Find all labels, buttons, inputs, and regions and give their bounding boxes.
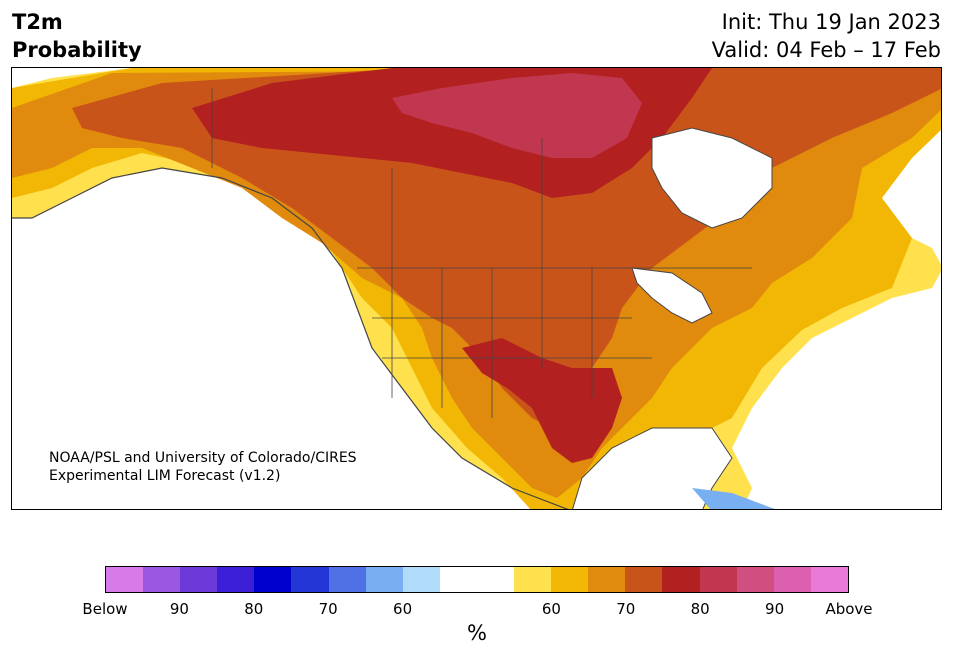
cuba-region xyxy=(692,488,776,509)
unit-label: % xyxy=(467,621,487,645)
probability-map xyxy=(12,68,941,509)
gulf-of-mexico xyxy=(572,427,733,509)
colorbar-segment xyxy=(180,567,218,592)
colorbar-tick-label: 70 xyxy=(616,600,636,618)
credit-line-2: Experimental LIM Forecast (v1.2) xyxy=(49,468,281,484)
colorbar-segment xyxy=(476,567,515,592)
colorbar-segment xyxy=(699,567,737,592)
colorbar-segment xyxy=(328,567,366,592)
colorbar-segment xyxy=(736,567,774,592)
title-line-2: Probability xyxy=(12,38,142,62)
political-borders xyxy=(211,88,752,418)
colorbar-segment xyxy=(254,567,292,592)
colorbar-segment xyxy=(625,567,663,592)
colorbar-segment xyxy=(439,567,477,592)
colorbar-tick-label: 80 xyxy=(690,600,710,618)
colorbar-segment xyxy=(365,567,403,592)
map-title: T2m Probability xyxy=(12,8,142,64)
colorbar-segment xyxy=(402,567,440,592)
colorbar-segment xyxy=(106,567,144,592)
map-panel xyxy=(11,67,942,510)
colorbar-segment xyxy=(662,567,700,592)
init-date: Init: Thu 19 Jan 2023 xyxy=(721,10,941,34)
colorbar-segment xyxy=(143,567,181,592)
colorbar-tick-label: 80 xyxy=(244,600,264,618)
colorbar-segment xyxy=(551,567,589,592)
great-lakes xyxy=(631,267,713,324)
colorbar-tick-label: 70 xyxy=(318,600,338,618)
region-80-south xyxy=(462,338,622,463)
colorbar-segment xyxy=(773,567,811,592)
colorbar-segment xyxy=(291,567,329,592)
colorbar-tick-label: 60 xyxy=(393,600,413,618)
hudson-bay xyxy=(651,127,773,229)
region-85-north xyxy=(392,73,642,158)
colorbar-segment xyxy=(588,567,626,592)
coastline xyxy=(12,167,569,509)
forecast-dates: Init: Thu 19 Jan 2023 Valid: 04 Feb – 17… xyxy=(712,8,941,64)
colorbar-tick-label: 90 xyxy=(765,600,785,618)
colorbar-tick-label: 60 xyxy=(541,600,561,618)
colorbar-tick-label: Above xyxy=(825,600,873,618)
valid-range: Valid: 04 Feb – 17 Feb xyxy=(711,38,941,62)
credit-line-1: NOAA/PSL and University of Colorado/CIRE… xyxy=(49,450,357,466)
colorbar-segment xyxy=(810,567,848,592)
colorbar-segment xyxy=(514,567,552,592)
credit-text: NOAA/PSL and University of Colorado/CIRE… xyxy=(49,449,357,485)
colorbar-segment xyxy=(217,567,255,592)
title-line-1: T2m xyxy=(12,10,63,34)
colorbar-tick-label: Below xyxy=(82,600,128,618)
colorbar-tick-label: 90 xyxy=(169,600,189,618)
colorbar xyxy=(105,566,849,593)
